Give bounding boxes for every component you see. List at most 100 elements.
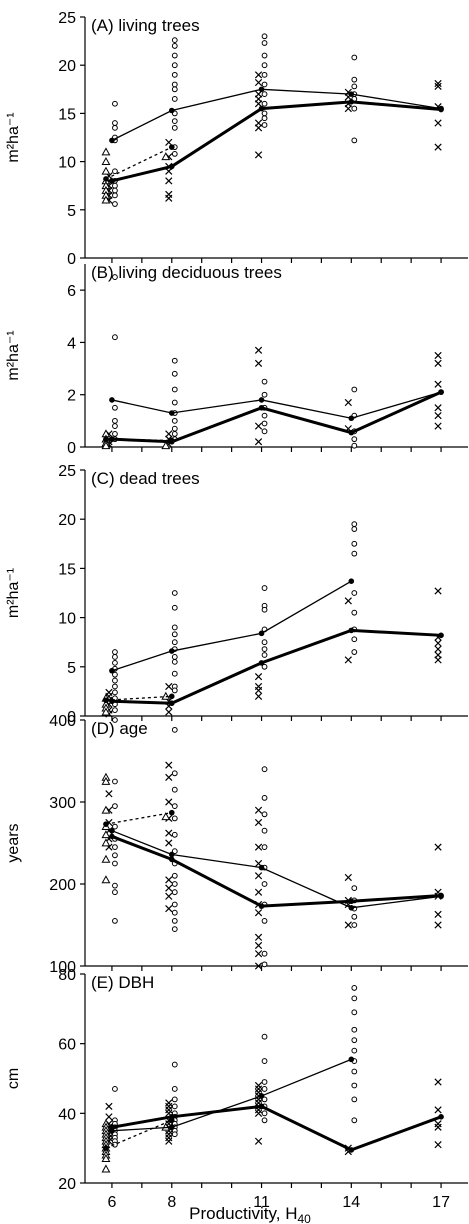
mean-point [258,864,265,871]
data-point-circle [261,1079,268,1085]
mean-point [258,660,265,666]
data-point-circle [112,649,118,655]
data-point-circle [351,526,358,532]
data-point-triangle [101,830,111,839]
data-point-circle [171,926,178,932]
data-point-cross [254,151,263,159]
mean-line-triangles [105,438,172,442]
mean-point [438,389,444,395]
data-point-cross [165,904,173,913]
data-point-circle [171,670,178,677]
data-point-cross [254,124,263,132]
x-tick-label: 11 [253,1194,270,1211]
data-point-cross [434,639,442,647]
data-point-circle [112,431,118,437]
data-point-cross [344,873,352,882]
data-point-circle [351,83,358,90]
data-point-cross [165,839,173,847]
data-point-cross [254,1085,263,1093]
data-point-cross [434,422,442,430]
data-point-circle [112,717,118,723]
data-point-circle [171,831,178,838]
data-point-cross [165,430,173,438]
mean-point [109,833,115,840]
data-point-cross [165,884,173,892]
y-tick-label: 20 [58,58,76,75]
y-tick-label: 25 [58,463,76,480]
mean-point [168,163,175,170]
y-tick-label: 0 [67,251,76,268]
data-point-cross [165,1102,173,1110]
data-point-cross [165,892,173,900]
data-point-cross [254,941,263,950]
data-point-circle [112,659,118,666]
data-point-cross [344,398,352,407]
data-point-circle [112,689,118,696]
data-point-circle [261,646,268,652]
mean-point [168,107,175,114]
mean-point [348,99,355,105]
y-tick-label: 300 [49,795,76,812]
data-point-circle [112,404,118,411]
data-point-circle [261,652,268,658]
data-point-circle [261,585,268,591]
data-point-cross [254,1137,263,1145]
mean-point [258,1103,265,1110]
data-point-triangle [101,875,111,884]
y-axis-label: m²ha⁻¹ [5,568,22,618]
data-point-circle [112,882,118,889]
data-point-circle [112,124,118,131]
data-point-circle [171,815,178,822]
data-point-circle [171,1086,178,1092]
mean-point [168,437,175,444]
data-point-circle [171,631,178,638]
data-point-triangle [101,707,111,716]
panel-4: 100 200 300 400 years (D) age [5,713,468,976]
panel-2: 0 2 4 6 m²ha⁻¹ (B) living deciduous trees [5,263,468,457]
data-point-triangle [101,805,111,814]
data-point-circle [261,811,268,818]
data-point-circle [171,399,178,406]
data-point-circle [171,726,178,733]
data-point-circle [171,1096,178,1103]
y-tick-label: 400 [49,713,76,730]
data-point-cross [165,798,173,806]
data-point-circle [351,985,358,991]
data-point-circle [112,334,118,341]
mean-line-crosses [111,100,442,183]
y-tick-label: 200 [49,877,76,894]
data-point-circle [261,881,268,887]
data-point-circle [261,961,268,968]
y-tick-label: 4 [67,335,76,352]
data-point-circle [351,922,358,928]
data-point-cross [165,194,173,202]
data-point-cross [254,1109,263,1117]
data-point-circle [351,1096,358,1103]
mean-point [348,1147,355,1153]
data-point-circle [171,654,178,660]
data-point-cross [434,1078,442,1086]
data-point-cross [254,78,263,87]
data-point-circle [112,187,118,194]
data-point-circle [171,770,178,777]
data-point-circle [261,62,268,69]
data-point-circle [171,386,178,393]
mean-line-circles [111,88,442,141]
y-tick-label: 60 [58,1037,76,1054]
mean-line-triangles [105,695,172,701]
data-point-cross [165,1134,173,1142]
data-point-triangle [101,776,111,785]
y-tick-label: 25 [58,10,76,27]
y-tick-label: 100 [49,959,76,976]
data-point-circle [351,609,358,616]
y-tick-label: 80 [58,967,76,984]
data-point-circle [112,192,118,199]
mean-point [258,630,265,637]
data-point-circle [171,803,178,809]
data-point-cross [434,404,442,412]
data-point-circle [261,71,268,78]
data-point-circle [351,105,358,112]
data-point-circle [171,357,178,364]
data-point-circle [171,370,178,377]
